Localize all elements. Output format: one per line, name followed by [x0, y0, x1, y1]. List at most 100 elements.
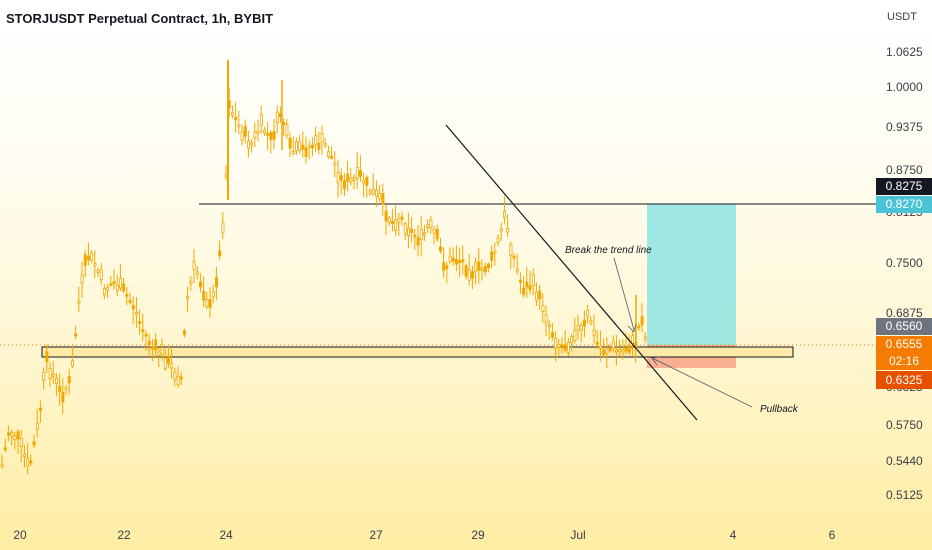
candle-body — [285, 124, 289, 136]
candle-body — [474, 261, 478, 272]
candle-body — [477, 261, 481, 271]
candle-body — [458, 260, 462, 264]
candle-body — [45, 351, 49, 363]
candle-body — [442, 262, 446, 271]
price-tick-label: 0.8750 — [886, 163, 923, 177]
candle-body — [317, 142, 321, 150]
time-tick-label: 24 — [219, 528, 233, 542]
candle-body — [531, 274, 535, 286]
candle-body — [403, 223, 407, 235]
candle-body — [621, 349, 625, 353]
candle-body — [464, 265, 468, 277]
candle-body — [182, 330, 186, 336]
candle-body — [19, 437, 23, 448]
badge-stop: 0.6325 — [876, 371, 932, 389]
candle-body — [256, 130, 260, 134]
candle-body — [71, 360, 75, 367]
break-arrow — [613, 257, 635, 331]
candle-body — [365, 176, 369, 186]
price-tick-label: 0.5440 — [886, 454, 923, 468]
candle-body — [288, 137, 292, 149]
candle-body — [330, 155, 334, 159]
candle-body — [39, 407, 43, 411]
candle-body — [314, 135, 318, 145]
candle-body — [608, 348, 612, 352]
candle-body — [426, 224, 430, 229]
candle-body — [419, 229, 423, 241]
candle-body — [99, 269, 103, 280]
candle-body — [394, 219, 398, 231]
price-tick-label: 1.0000 — [886, 80, 923, 94]
candle-body — [160, 347, 164, 355]
candle-body — [298, 141, 302, 151]
price-tick-label: 1.0625 — [886, 45, 923, 59]
candle-body — [429, 219, 433, 229]
candle-body — [144, 333, 148, 337]
candle-body — [87, 256, 91, 261]
candle-body — [48, 368, 52, 379]
candle-body — [272, 131, 276, 140]
target-zone — [647, 204, 736, 345]
annotation-break-trend: Break the trend line — [565, 245, 652, 256]
pullback-arrow — [651, 357, 753, 408]
candle-body — [390, 221, 394, 224]
candle-body — [32, 441, 36, 446]
candle-body — [266, 133, 270, 136]
candle-body — [336, 172, 340, 184]
candle-body — [557, 344, 561, 348]
candle-body — [371, 188, 375, 195]
candle-body — [326, 151, 330, 158]
candle-body — [179, 376, 183, 380]
candle-body — [13, 435, 17, 440]
candle-body — [115, 284, 119, 291]
candle-body — [138, 321, 142, 324]
candle-body — [29, 460, 33, 464]
candle-body — [499, 228, 503, 232]
time-tick-label: 20 — [13, 528, 27, 542]
candle-body — [192, 260, 196, 270]
break-arrowhead — [627, 323, 637, 333]
candle-body — [176, 375, 180, 386]
time-tick-label: 6 — [828, 528, 836, 542]
candle-body — [451, 257, 455, 262]
candle-body — [150, 346, 154, 350]
badge-level-high: 0.8275 — [876, 178, 932, 195]
candle-body — [349, 178, 353, 183]
candle-body — [339, 175, 343, 181]
time-tick-label: Jul — [570, 528, 586, 542]
candle-body — [637, 325, 641, 329]
candle-body — [224, 174, 228, 178]
candle-body — [378, 193, 382, 200]
candle-body — [134, 312, 138, 315]
candle-body — [323, 143, 327, 147]
candle-body — [519, 279, 523, 283]
candle-body — [547, 324, 551, 328]
candle-body — [253, 131, 257, 138]
candle-body — [541, 305, 545, 312]
candle-body — [528, 285, 532, 291]
candle-body — [282, 122, 286, 125]
currency-label: USDT — [887, 11, 917, 23]
candle-body — [83, 254, 87, 266]
candle-body — [563, 344, 567, 351]
candle-body — [551, 332, 555, 338]
candle-body — [416, 237, 420, 246]
candle-body — [384, 210, 388, 222]
candle-body — [509, 244, 513, 256]
candle-body — [560, 344, 564, 348]
candle-body — [374, 189, 378, 197]
candle-body — [131, 305, 135, 310]
badge-countdown: 02:16 — [876, 353, 932, 370]
price-tick-label: 0.6875 — [886, 306, 923, 320]
candle-body — [106, 286, 110, 291]
candle-body — [496, 237, 500, 244]
candle-body — [470, 271, 474, 279]
candle-body — [310, 144, 314, 149]
candle-body — [602, 349, 606, 355]
candle-body — [154, 339, 158, 351]
candle-body — [243, 126, 247, 137]
candle-body — [586, 309, 590, 317]
candle-body — [640, 316, 644, 326]
